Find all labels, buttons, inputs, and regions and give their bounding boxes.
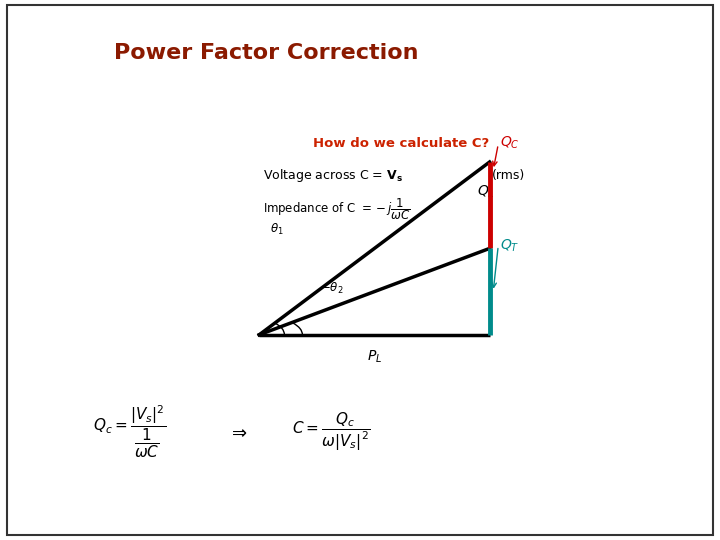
Text: Voltage across C = $\mathbf{V_s}$: Voltage across C = $\mathbf{V_s}$ — [263, 167, 402, 184]
Text: Power Factor Correction: Power Factor Correction — [114, 43, 418, 63]
Text: How do we calculate C?: How do we calculate C? — [313, 137, 490, 150]
Text: (rms): (rms) — [492, 169, 525, 182]
Text: $Q_T$: $Q_T$ — [500, 238, 520, 254]
Text: $P_L$: $P_L$ — [366, 348, 382, 364]
Text: $Q_c = \dfrac{|V_s|^2}{\dfrac{1}{\omega C}}$: $Q_c = \dfrac{|V_s|^2}{\dfrac{1}{\omega … — [93, 404, 166, 460]
Text: $\Rightarrow$: $\Rightarrow$ — [228, 423, 248, 441]
Text: $-\theta_2$: $-\theta_2$ — [320, 281, 344, 296]
Text: $Q_C$: $Q_C$ — [500, 135, 520, 151]
Text: $C = \dfrac{Q_c}{\omega|V_s|^2}$: $C = \dfrac{Q_c}{\omega|V_s|^2}$ — [292, 411, 370, 453]
Text: Impedance of C $= -j\dfrac{1}{\omega C}$: Impedance of C $= -j\dfrac{1}{\omega C}$ — [263, 197, 410, 222]
Text: $Q_L$: $Q_L$ — [477, 184, 495, 200]
Text: $\theta_1$: $\theta_1$ — [270, 222, 284, 237]
